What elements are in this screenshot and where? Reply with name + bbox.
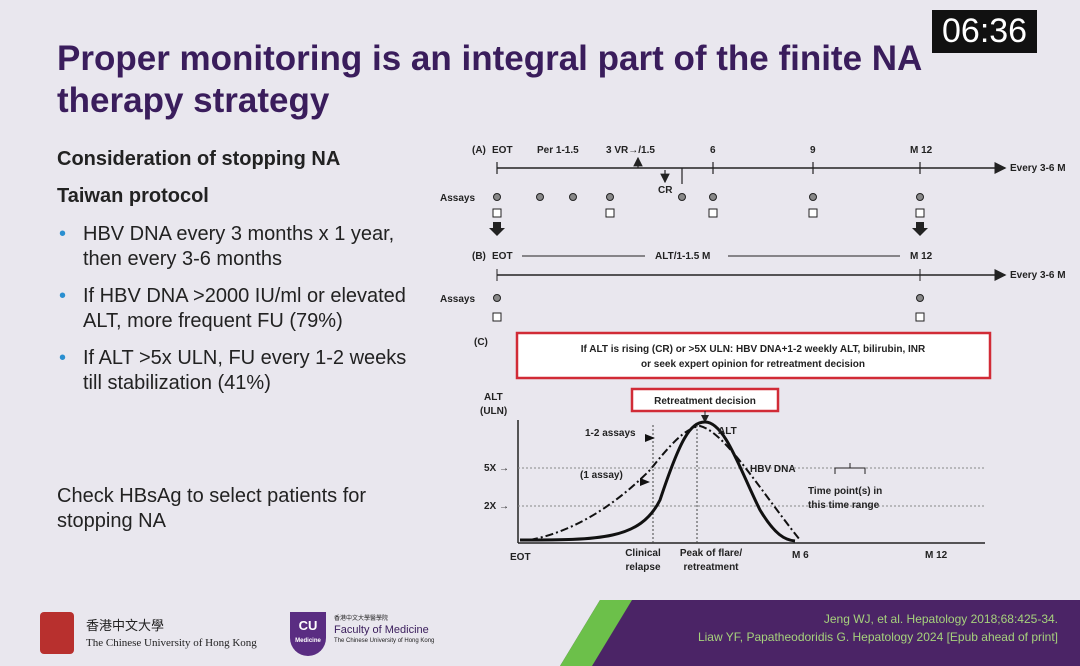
panel-label: (C) [474,337,488,348]
shape [493,294,501,302]
shape [536,193,544,201]
shape [569,193,577,201]
shape [493,193,501,201]
tick-label: 6 [710,145,716,156]
shape [834,463,866,474]
x-label: EOT [510,552,531,563]
shape [709,193,717,201]
shape [640,434,655,486]
tick-label: 9 [810,145,816,156]
reference: Jeng WJ, et al. Hepatology 2018;68:425-3… [823,612,1058,626]
b-end: M 12 [910,251,933,262]
shape [916,193,924,201]
x-label: retreatment [683,562,739,573]
x-label: relapse [625,562,660,573]
tick-label: EOT [492,145,513,156]
cuhk-en: The Chinese University of Hong Kong [86,637,257,649]
tick-label: M 12 [910,145,933,156]
assays-label: Assays [440,193,475,204]
bullet: If HBV DNA >2000 IU/ml or elevated ALT, … [59,284,417,334]
footer-band [560,600,1080,666]
hbv-label: HBV DNA [750,464,796,475]
shape [492,208,502,218]
arrow-label: Every 3-6 M [1010,270,1066,281]
fom-cn: 香港中文大學醫學院 [334,614,388,622]
reference: Liaw YF, Papatheodoridis G. Hepatology 2… [697,630,1058,644]
shape [708,208,718,218]
shape [493,193,924,201]
assays-12: 1-2 assays [585,428,636,439]
fom: Faculty of Medicine [334,624,429,636]
heading: Consideration of stopping NA [57,148,341,170]
box-line: If ALT is rising (CR) or >5X ULN: HBV DN… [581,344,926,355]
panel-label: (A) [472,145,486,156]
bullet: If ALT >5x ULN, FU every 1-2 weeks till … [59,346,417,396]
time-point: this time range [808,500,880,511]
shape [492,208,925,218]
b-mid: ALT/1-1.5 M [655,251,710,262]
y5: 5X → [484,463,509,474]
box-line: or seek expert opinion for retreatment d… [641,359,865,370]
shape [515,331,992,380]
x-label: Peak of flare/ [680,548,742,559]
assays-label: Assays [440,294,475,305]
retreatment: Retreatment decision [654,396,756,407]
x-label: M 12 [925,550,948,561]
tick-label: 3 VR→/1.5 [606,145,655,156]
shape [808,208,818,218]
y-label: (ULN) [480,406,507,417]
arrow-label: Every 3-6 M [1010,163,1066,174]
references: Jeng WJ, et al. Hepatology 2018;68:425-3… [698,610,1058,646]
cu-logo-sub: Medicine [295,638,321,644]
alt-label: ALT [718,426,737,437]
panel-label: (B) [472,251,486,262]
assay-1: (1 assay) [580,470,623,481]
x-label: Clinical [625,548,661,559]
y2: 2X → [484,501,509,512]
shape [40,612,74,654]
timer: 06:36 [932,10,1038,53]
shape [519,420,796,543]
bullet: HBV DNA every 3 months x 1 year, then ev… [59,222,417,272]
shape [916,294,924,302]
b-start: EOT [492,251,513,262]
fom-sub: The Chinese University of Hong Kong [334,638,434,644]
time-point: Time point(s) in [808,486,882,497]
cuhk-cn: 香港中文大學 [86,618,164,633]
y-label: ALT [484,392,503,403]
shape [915,312,925,322]
shape [605,208,615,218]
note: Check HBsAg to select patients for stopp… [57,485,367,532]
cr-label: CR [658,185,673,196]
shape [809,193,817,201]
shape [529,424,801,541]
shape [489,222,505,236]
slide-title: Proper monitoring is an integral part of… [57,39,922,120]
subheading: Taiwan protocol [57,185,209,207]
shape [912,222,928,236]
x-label: M 6 [792,550,809,561]
shape [678,193,686,201]
shape [496,156,921,184]
tick-label: Per 1-1.5 [537,145,579,156]
cu-logo: CU [299,618,318,633]
footer-stripe [560,600,632,666]
shape [290,612,326,656]
shape [606,193,614,201]
left-text: Consideration of stopping NA Taiwan prot… [57,148,417,408]
shape [915,208,925,218]
bullets: HBV DNA every 3 months x 1 year, then ev… [57,222,417,396]
shape [492,312,502,322]
